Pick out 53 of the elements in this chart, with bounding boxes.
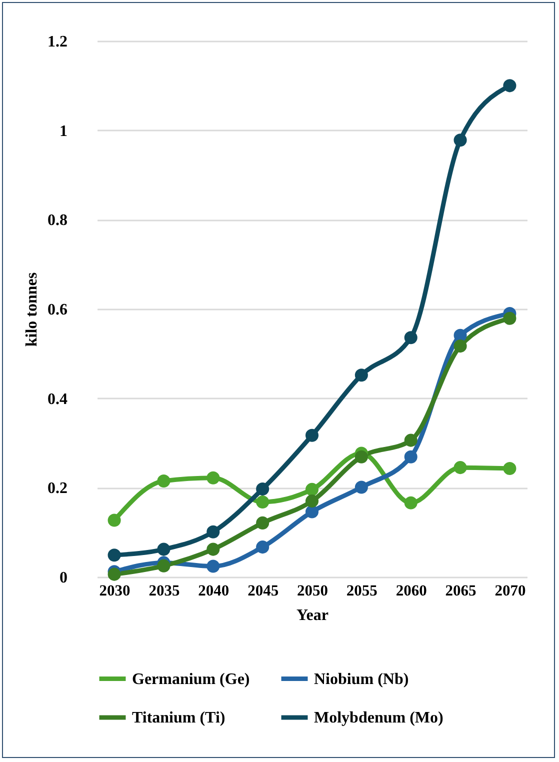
- y-axis-title: kilo tonnes: [24, 272, 40, 347]
- x-tick-label: 2065: [445, 582, 477, 600]
- point: [354, 368, 368, 382]
- point: [503, 462, 516, 475]
- y-tick-label: 1: [60, 122, 68, 140]
- point: [206, 471, 220, 484]
- point: [206, 542, 220, 556]
- point: [354, 480, 368, 494]
- y-tick-label: 1.2: [48, 34, 68, 50]
- point: [503, 312, 516, 325]
- x-tick-label: 2035: [148, 582, 180, 600]
- y-tick-label: 0: [60, 570, 68, 586]
- x-tick-label: 2030: [99, 582, 131, 600]
- point: [108, 548, 121, 562]
- point: [454, 328, 467, 342]
- point: [108, 568, 121, 581]
- y-tick-label: 0.6: [48, 302, 68, 318]
- y-tick-label: 0.2: [48, 480, 68, 498]
- point: [108, 514, 121, 527]
- point: [404, 331, 418, 344]
- x-tick-label: 2040: [198, 582, 230, 600]
- point: [157, 542, 170, 556]
- point: [305, 482, 319, 496]
- point: [256, 482, 270, 496]
- point: [404, 434, 418, 447]
- point: [157, 559, 170, 572]
- y-tick-label: 0.8: [48, 212, 68, 230]
- point: [206, 560, 220, 573]
- point: [404, 496, 418, 510]
- legend-label: Titanium (Ti): [132, 710, 226, 726]
- point: [206, 525, 220, 538]
- point: [503, 79, 516, 92]
- legend-label: Niobium (Nb): [314, 670, 409, 688]
- point: [354, 450, 368, 464]
- x-axis-title: Year: [296, 607, 328, 624]
- y-tick-label: 0.4: [48, 390, 68, 408]
- legend-label: Molybdenum (Mo): [314, 710, 444, 726]
- point: [454, 134, 467, 147]
- point: [157, 474, 170, 488]
- point: [454, 461, 467, 474]
- point: [404, 450, 418, 464]
- point: [305, 494, 319, 508]
- x-tick-label: 2070: [494, 582, 526, 600]
- point: [256, 495, 270, 508]
- x-tick-label: 2050: [297, 582, 328, 600]
- x-tick-label: 2045: [248, 582, 279, 600]
- x-tick-label: 2060: [396, 582, 428, 600]
- point: [454, 340, 467, 353]
- x-tick-label: 2055: [346, 582, 378, 600]
- legend-label: Germanium (Ge): [132, 670, 250, 688]
- point: [256, 540, 270, 554]
- point: [305, 428, 319, 442]
- point: [256, 516, 270, 530]
